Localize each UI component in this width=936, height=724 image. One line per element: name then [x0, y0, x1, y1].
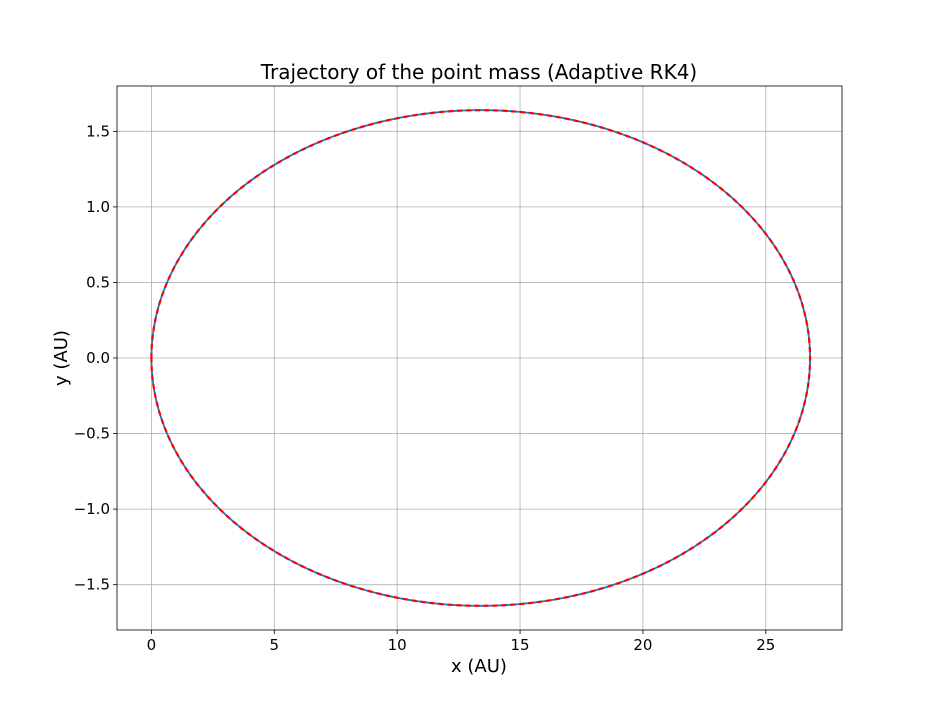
x-tick-label: 15 [511, 636, 530, 654]
x-tick-label: 10 [388, 636, 407, 654]
chart-title: Trajectory of the point mass (Adaptive R… [260, 60, 697, 84]
y-tick-label: −0.5 [74, 425, 110, 443]
y-tick-label: −1.5 [74, 576, 110, 594]
x-tick-label: 20 [633, 636, 652, 654]
orbit-dashed-line [150, 109, 812, 607]
x-tick-label: 5 [270, 636, 280, 654]
y-axis-label: y (AU) [51, 330, 72, 386]
y-tick-label: 1.0 [86, 198, 110, 216]
x-tick-label: 25 [756, 636, 775, 654]
grid [117, 86, 842, 630]
y-tick-label: 0.5 [86, 273, 110, 291]
x-tick-label: 0 [147, 636, 157, 654]
ticks: 0 5 10 15 20 25 −1.5 −1.0 −0.5 0.0 0.5 1.0 1.5 [74, 122, 776, 654]
y-tick-label: 1.5 [86, 122, 110, 140]
y-tick-label: −1.0 [74, 500, 110, 518]
x-axis-label: x (AU) [451, 656, 507, 677]
y-tick-label: 0.0 [86, 349, 110, 367]
orbit-curves [150, 109, 812, 607]
